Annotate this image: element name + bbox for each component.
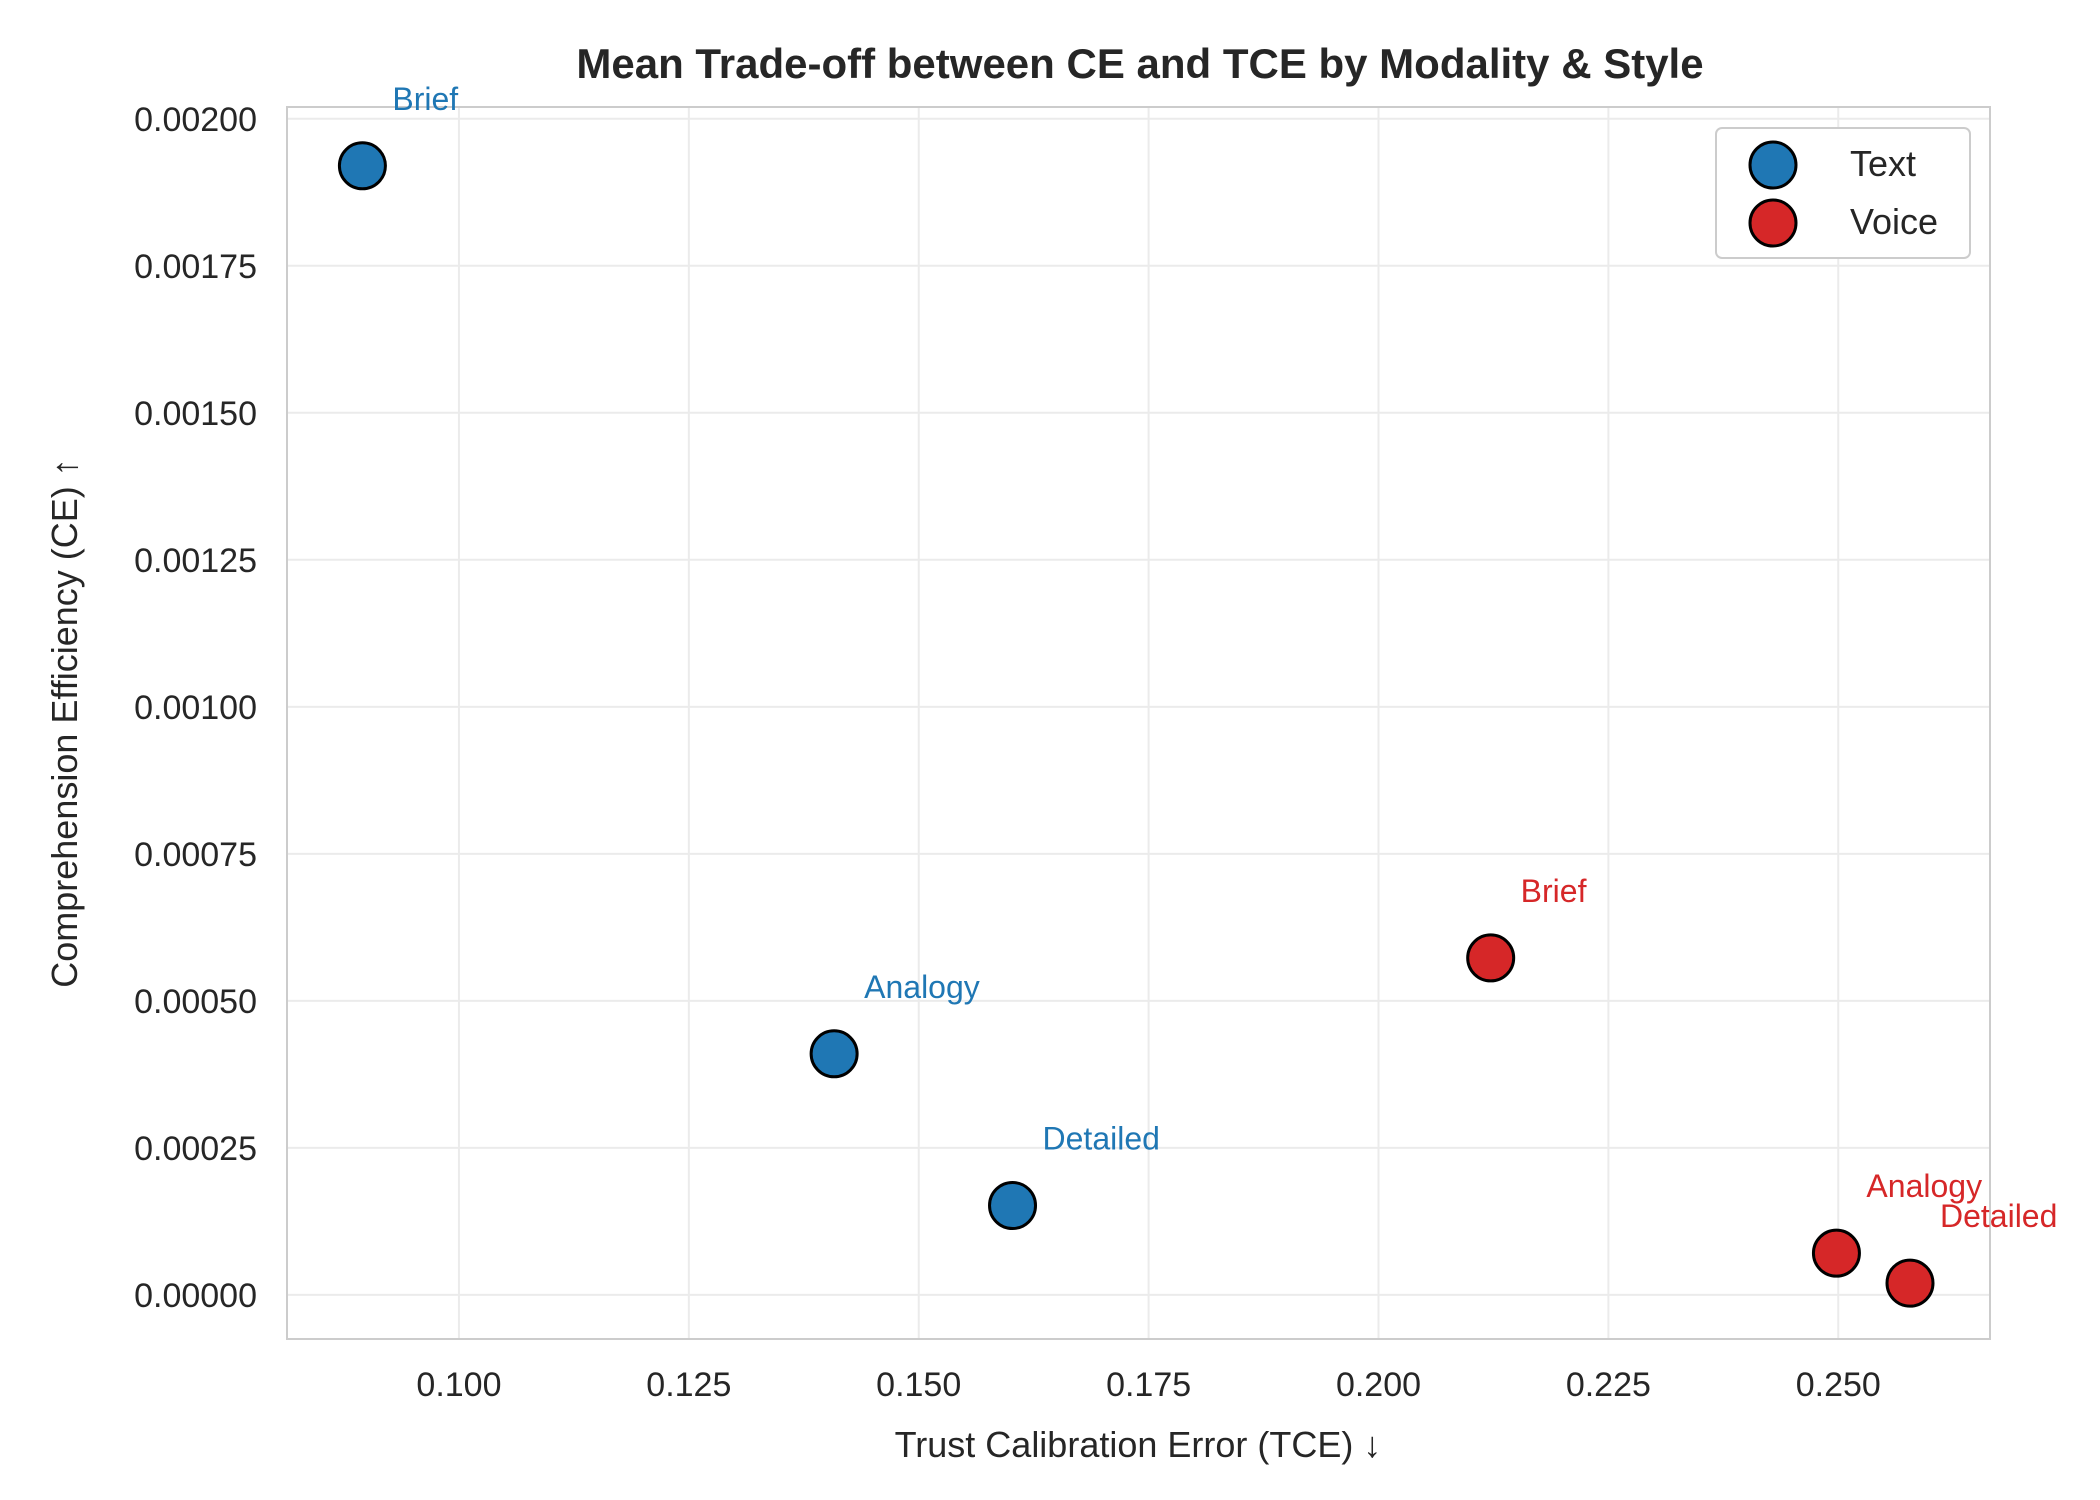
point-text-brief	[337, 141, 387, 191]
point-text-analogy	[809, 1029, 859, 1079]
y-tick-label: 0.00050	[134, 983, 257, 1021]
label-voice-detailed: Detailed	[1940, 1198, 2057, 1234]
label-text-brief: Brief	[392, 81, 458, 117]
x-tick-label: 0.150	[876, 1366, 961, 1404]
x-tick-label: 0.200	[1336, 1366, 1421, 1404]
y-axis-label: Comprehension Efficiency (CE) ↑	[44, 458, 85, 988]
legend-marker-voice	[1748, 198, 1798, 248]
x-tick-label: 0.100	[416, 1366, 501, 1404]
x-tick-label: 0.225	[1566, 1366, 1651, 1404]
y-tick-label: 0.00125	[134, 542, 257, 580]
y-tick-label: 0.00000	[134, 1277, 257, 1315]
label-text-detailed: Detailed	[1043, 1121, 1160, 1157]
x-tick-label: 0.175	[1106, 1366, 1191, 1404]
y-tick-label: 0.00025	[134, 1130, 257, 1168]
point-voice-detailed	[1885, 1258, 1935, 1308]
y-tick-label: 0.00150	[134, 395, 257, 433]
chart-title: Mean Trade-off between CE and TCE by Mod…	[576, 40, 1703, 87]
label-voice-brief: Brief	[1521, 873, 1587, 909]
y-tick-label: 0.00100	[134, 689, 257, 727]
legend: Text Voice	[1715, 127, 1971, 259]
data-points	[337, 141, 1935, 1308]
grid	[287, 107, 1990, 1339]
y-tick-label: 0.00200	[134, 101, 257, 139]
plot-background	[287, 107, 1990, 1339]
x-tick-label: 0.250	[1796, 1366, 1881, 1404]
y-tick-labels: 0.00000 0.00025 0.00050 0.00075 0.00100 0.001…	[134, 101, 257, 1315]
point-voice-analogy	[1811, 1228, 1861, 1278]
plot-frame	[286, 106, 1991, 1340]
x-axis-label: Trust Calibration Error (TCE) ↓	[895, 1424, 1382, 1465]
point-voice-brief	[1466, 933, 1516, 983]
y-tick-label: 0.00175	[134, 248, 257, 286]
legend-label-text: Text	[1850, 143, 1916, 184]
legend-label-voice: Voice	[1850, 201, 1938, 242]
x-tick-labels: 0.100 0.125 0.150 0.175 0.200 0.225 0.250	[416, 1366, 1880, 1404]
x-tick-label: 0.125	[646, 1366, 731, 1404]
point-text-detailed	[988, 1181, 1038, 1231]
label-text-analogy: Analogy	[864, 969, 980, 1005]
legend-marker-text	[1748, 140, 1798, 190]
y-tick-label: 0.00075	[134, 836, 257, 874]
label-voice-analogy: Analogy	[1866, 1168, 1982, 1204]
